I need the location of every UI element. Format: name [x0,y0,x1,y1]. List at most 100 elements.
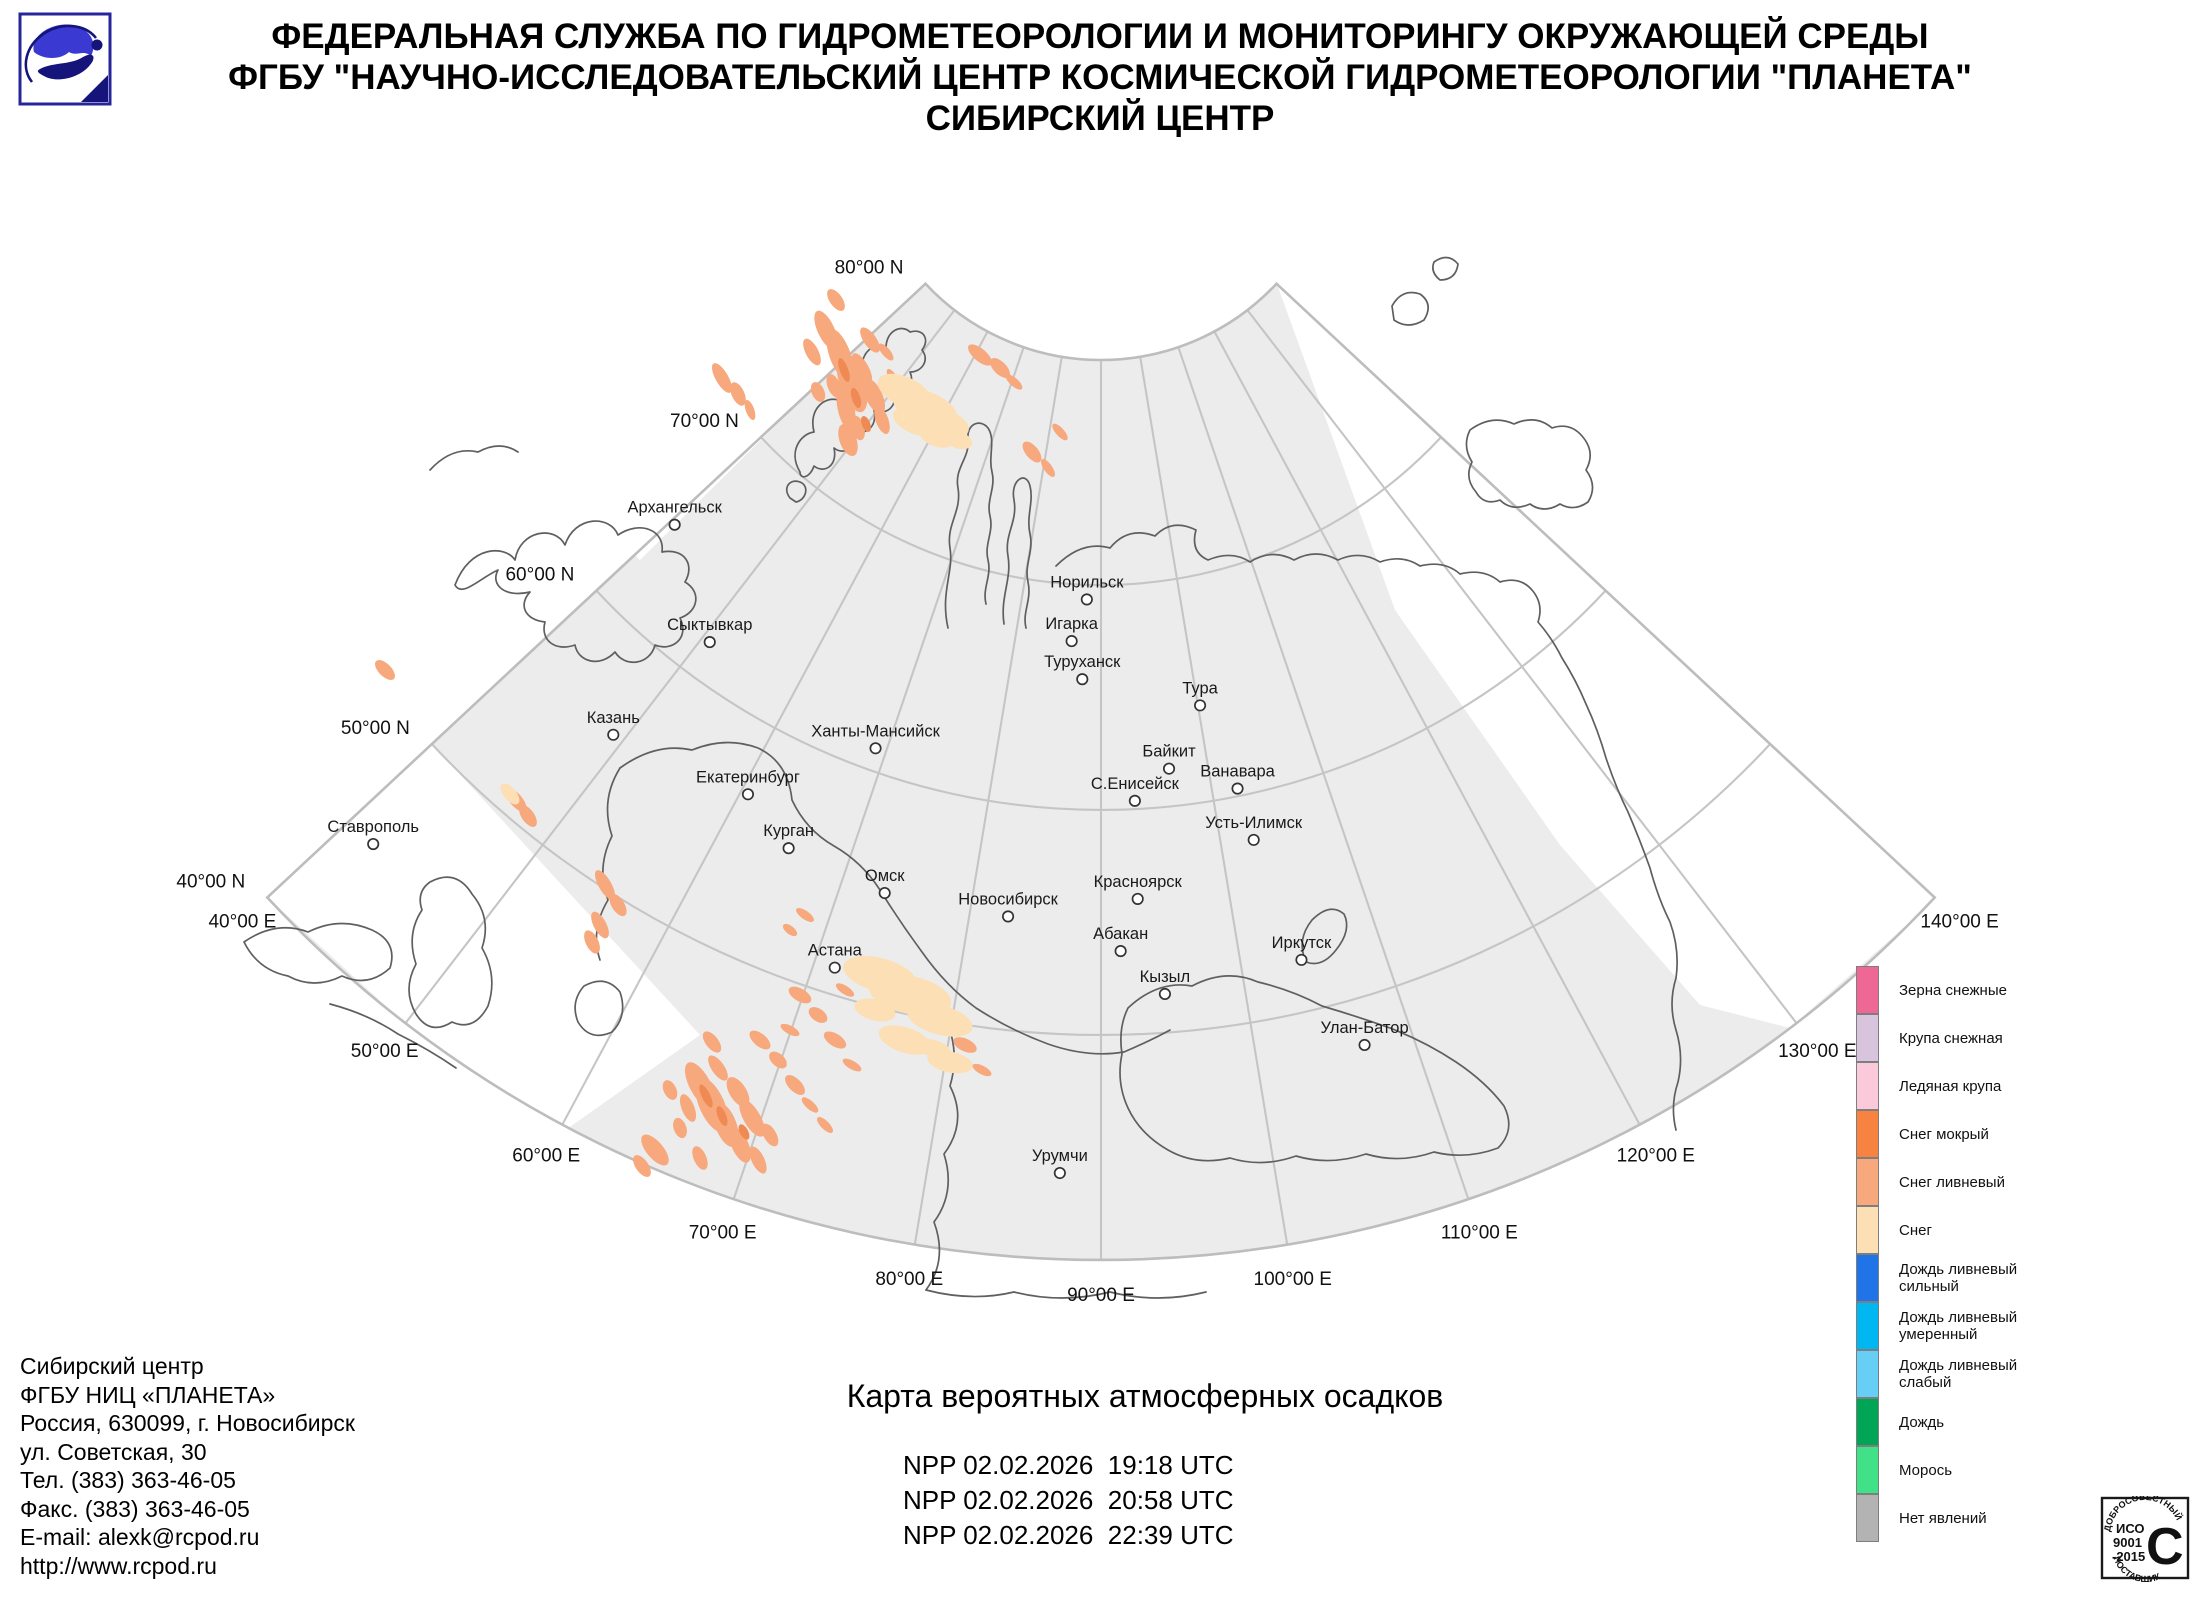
legend-item-label: Снег [1899,1221,1932,1239]
legend-item: Снег мокрый [1856,1109,2156,1158]
city-label: Ханты-Мансийск [811,722,940,740]
graticule-labels: 80°00 N 70°00 N 60°00 N 50°00 N 40°00 N 40°00… [176,258,1998,1306]
snow-area [907,1003,973,1037]
legend-color-swatch [1856,1349,1879,1398]
legend-item-label: Снег мокрый [1899,1125,1989,1143]
meridian-line [1213,331,1641,1126]
iso-badge-frame [2100,1496,2190,1580]
legend-color-swatch [1856,1061,1879,1110]
logo-globe-top [33,24,94,59]
snow-shower-area [810,382,826,402]
meridian-line [913,356,1063,1245]
longitude-label: 70°00 E [689,1222,757,1243]
legend-color-swatch [1856,1013,1879,1062]
org-title-line-2: ФГБУ "НАУЧНО-ИССЛЕДОВАТЕЛЬСКИЙ ЦЕНТР КОС… [228,58,1972,97]
snow-shower-area [972,1063,992,1077]
legend-color-swatch [1856,1397,1879,1446]
coastline-path [243,922,393,984]
snow-shower-dense-area [860,416,872,432]
legend-item: Дождь [1856,1397,2156,1446]
legend-color-swatch [1856,965,1879,1014]
legend-item-label: Снег ливневый [1899,1173,2005,1191]
snow-shower-area [851,353,873,383]
snow-shower-area [953,1037,977,1053]
snow-shower-area [769,1051,787,1069]
snow-shower-area [803,338,821,366]
contact-line: E-mail: alexk@rcpod.ru [20,1524,260,1550]
city-label: Новосибирск [958,890,1058,908]
satellite-pass: NPP 02.02.2026 22:39 UTC [903,1520,1234,1550]
city-marker [1358,1038,1371,1052]
snow-shower-dense-area [850,387,862,409]
contact-line: ФГБУ НИЦ «ПЛАНЕТА» [20,1381,276,1408]
city-marker [1128,794,1141,807]
city-label: Красноярск [1094,873,1183,891]
snow-shower-area [788,986,812,1004]
longitude-label: 110°00 E [1441,1222,1518,1243]
snow-shower-area [780,1023,800,1037]
city-marker [741,788,755,801]
snow-shower-area [609,893,627,917]
snow-shower-area [827,289,845,311]
city-marker [1158,987,1171,1001]
city-marker [1065,635,1078,648]
no-coverage-cutout [1277,238,2010,1028]
snow-shower-area [817,1117,833,1133]
city-marker [828,961,841,974]
satellite-pass-list: NPP 02.02.2026 19:18 UTC NPP 02.02.2026 2… [903,1448,1234,1553]
snow-shower-area [711,363,733,393]
coastline-path [574,980,624,1037]
snow-shower-area [782,923,798,937]
snow-shower-area [823,1031,847,1049]
snow-shower-area [739,1099,765,1137]
logo-globe-swoosh [37,54,94,80]
meridian-line [1246,309,1798,1024]
snow-shower-area [749,1030,771,1050]
coastline-path [1432,256,1459,281]
coastline-path [454,520,697,664]
city-marker [1247,833,1260,846]
city-label: Иркутск [1272,934,1332,952]
snow-shower-area [692,1146,708,1170]
iso-badge-line1: ИСО [2116,1521,2145,1536]
snow-shower-area [729,1127,751,1163]
city-marker [1114,945,1127,958]
snow-shower-dense-area [716,1106,728,1126]
legend-color-swatch [1856,1157,1879,1206]
city-marker [1053,1166,1066,1180]
city-label: Туруханск [1044,653,1121,671]
city-label: Тура [1182,679,1218,697]
org-header: ФЕДЕРАЛЬНАЯ СЛУЖБА ПО ГИДРОМЕТЕОРОЛОГИИ … [0,16,2200,139]
snow-shower-area [808,1007,828,1023]
snow-shower-dense-area [699,1084,713,1108]
legend-item: Нет явлений [1856,1493,2156,1542]
legend-item: Ледяная крупа [1856,1061,2156,1110]
satellite-pass: NPP 02.02.2026 19:18 UTC [903,1450,1234,1480]
legend-item-label: Нет явлений [1899,1509,1987,1527]
snow-shower-area [878,343,894,361]
city-label: Ставрополь [327,818,419,836]
map-frame-boundary [265,281,1937,1262]
legend-color-swatch [1856,1205,1879,1254]
snow-shower-area [835,983,855,997]
snow-shower-area [673,1117,687,1139]
city-marker [703,636,716,649]
contact-line: Факс. (383) 363-46-05 [20,1495,250,1522]
city-label: Кызыл [1140,968,1191,986]
map-product-title: Карта вероятных атмосферных осадков [846,1378,1444,1414]
coastline-path [329,1003,457,1069]
iso-badge-line2: 9001 [2113,1535,2142,1550]
org-title-line-3: СИБИРСКИЙ ЦЕНТР [925,99,1275,138]
city-marker [1131,892,1144,905]
snow-area [892,408,932,436]
snow-shower-area [785,1075,805,1095]
snow-area [919,428,953,448]
logo-corner-triangle [81,75,108,102]
coastline-path [944,422,994,629]
precipitation-layer [375,289,1068,1177]
logo-orbit [24,24,98,83]
contact-line: Тел. (383) 363-46-05 [20,1467,236,1493]
snow-shower-area [591,911,609,939]
city-label: Усть-Илимск [1205,814,1303,832]
